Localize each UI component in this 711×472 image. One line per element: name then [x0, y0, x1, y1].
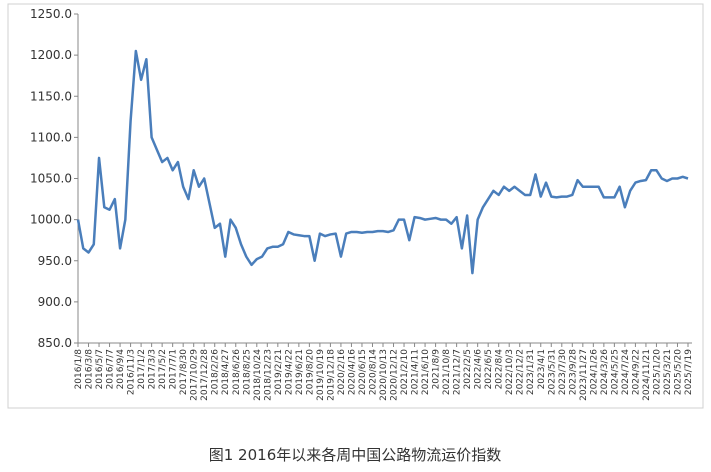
x-tick-label: 2022/10/3	[505, 349, 515, 395]
y-tick-label: 1100.0	[30, 130, 72, 144]
x-tick-label: 2021/4/11	[411, 349, 421, 395]
y-tick-label: 1050.0	[30, 172, 72, 186]
x-tick-label: 2023/7/30	[558, 349, 568, 395]
x-tick-label: 2022/12/2	[516, 349, 526, 395]
x-tick-label: 2019/2/21	[274, 349, 284, 395]
x-tick-label: 2023/1/31	[526, 349, 536, 395]
y-tick-label: 1000.0	[30, 213, 72, 227]
x-tick-label: 2016/11/3	[127, 349, 137, 395]
x-tick-label: 2017/3/3	[148, 349, 158, 389]
x-tick-label: 2021/2/10	[400, 349, 410, 395]
x-tick-label: 2016/3/8	[85, 349, 95, 390]
x-tick-label: 2019/4/22	[284, 349, 294, 395]
y-tick-label: 900.0	[38, 295, 72, 309]
x-tick-label: 2024/11/21	[642, 349, 652, 401]
x-tick-label: 2025/3/21	[663, 349, 673, 395]
x-tick-label: 2022/4/6	[474, 349, 484, 390]
y-tick-label: 1150.0	[30, 89, 72, 103]
x-tick-label: 2018/2/26	[211, 349, 221, 395]
x-tick-label: 2022/6/5	[484, 349, 494, 389]
data-line	[76, 49, 689, 275]
x-tick-label: 2023/4/1	[537, 349, 547, 389]
x-tick-label: 2020/10/13	[379, 349, 389, 401]
x-tick-label: 2023/5/31	[547, 349, 557, 395]
x-tick-label: 2021/8/9	[432, 349, 442, 390]
x-tick-label: 2025/5/20	[673, 349, 683, 395]
x-tick-label: 2025/1/20	[652, 349, 662, 395]
x-tick-label: 2017/10/29	[190, 349, 200, 401]
x-tick-label: 2018/10/24	[253, 349, 263, 401]
y-tick-label: 950.0	[38, 254, 72, 268]
x-tick-label: 2016/7/7	[106, 349, 116, 389]
x-tick-label: 2024/9/22	[631, 349, 641, 395]
x-tick-label: 2020/12/12	[390, 349, 400, 401]
x-tick-label: 2019/6/21	[295, 349, 305, 395]
y-tick-label: 1200.0	[30, 48, 72, 62]
x-tick-label: 2019/12/18	[326, 349, 336, 401]
x-tick-label: 2018/8/25	[242, 349, 252, 395]
y-tick-label: 1250.0	[30, 7, 72, 21]
x-tick-label: 2021/12/7	[453, 349, 463, 395]
x-tick-label: 2018/4/27	[221, 349, 231, 395]
x-tick-label: 2020/4/16	[347, 349, 357, 395]
x-tick-label: 2017/12/28	[200, 349, 210, 401]
x-tick-label: 2024/1/26	[589, 349, 599, 395]
x-tick-label: 2019/10/19	[316, 349, 326, 401]
x-tick-label: 2021/6/10	[421, 349, 431, 395]
x-tick-label: 2022/8/4	[495, 349, 505, 390]
x-tick-label: 2024/7/24	[621, 349, 631, 395]
x-tick-label: 2017/1/2	[137, 349, 147, 389]
x-tick-label: 2024/3/26	[600, 349, 610, 395]
x-tick-label: 2016/1/8	[74, 349, 84, 390]
y-tick-label: 850.0	[38, 336, 72, 350]
chart-frame	[7, 3, 704, 409]
x-tick-label: 2019/8/20	[305, 349, 315, 395]
chart-title: 图1 2016年以来各周中国公路物流运价指数	[209, 446, 502, 464]
x-tick-label: 2022/2/5	[463, 349, 473, 389]
x-tick-label: 2016/5/7	[95, 349, 105, 389]
x-tick-label: 2017/5/2	[158, 349, 168, 389]
x-tick-label: 2025/7/19	[684, 349, 694, 395]
x-tick-label: 2024/5/25	[610, 349, 620, 395]
x-tick-label: 2020/2/16	[337, 349, 347, 395]
x-tick-label: 2020/6/15	[358, 349, 368, 395]
x-tick-label: 2023/11/27	[579, 349, 589, 401]
x-tick-label: 2023/9/28	[568, 349, 578, 395]
x-tick-label: 2017/7/1	[169, 349, 179, 389]
x-tick-label: 2017/8/30	[179, 349, 189, 395]
x-tick-label: 2021/10/8	[442, 349, 452, 395]
x-tick-label: 2018/12/23	[263, 349, 273, 401]
x-tick-label: 2020/8/14	[368, 349, 378, 395]
x-tick-label: 2018/6/26	[232, 349, 242, 395]
x-tick-label: 2016/9/4	[116, 349, 126, 390]
